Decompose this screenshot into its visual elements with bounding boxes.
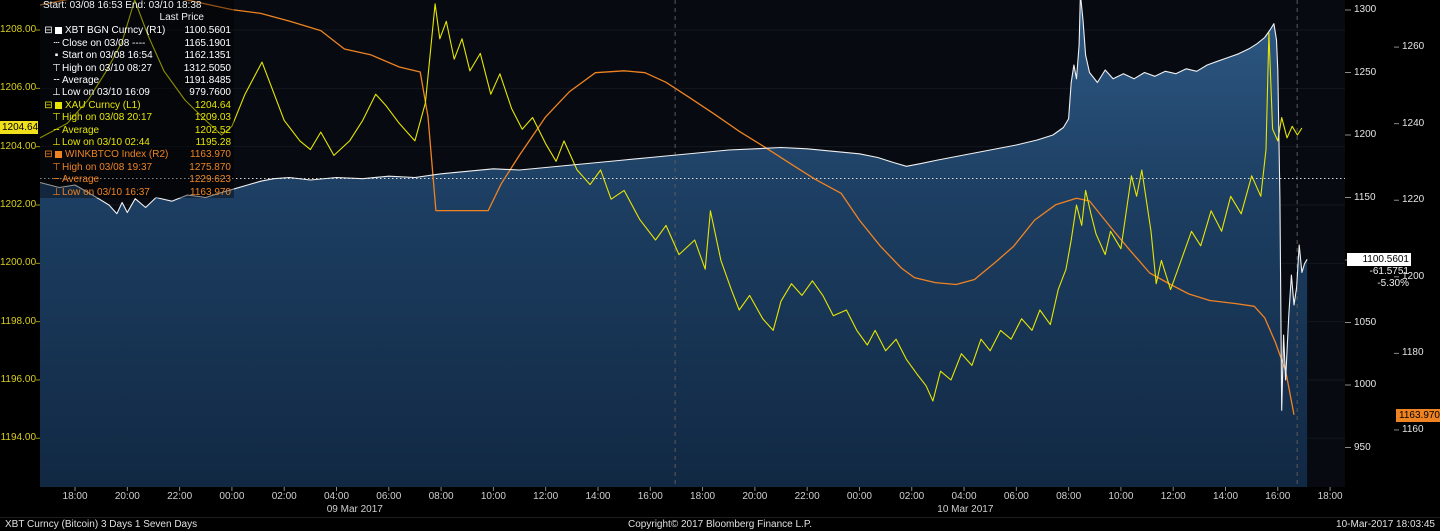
legend-stat-row: ╌ Average 1229.623 — [40, 173, 234, 185]
stat-marker-icon: ⊤ — [52, 112, 61, 124]
legend-stat-row: ⊤ High on 03/10 08:27 1312.5050 — [40, 62, 234, 74]
stat-marker-icon: ╌ — [53, 75, 60, 87]
stat-marker-icon: ⊤ — [52, 161, 61, 173]
stat-marker-icon: ┄ — [53, 37, 60, 49]
stat-value: 1165.1901 — [184, 37, 231, 49]
legend-series-row-xbt[interactable]: ⊟ XBT BGN Curncy (R1) 1100.5601 — [40, 25, 234, 37]
stat-marker-icon: ⊥ — [52, 87, 61, 99]
stat-label: Low on 03/10 16:09 — [62, 87, 150, 99]
stat-label: High on 03/08 20:17 — [62, 112, 153, 124]
series-name: XBT BGN Curncy (R1) — [65, 25, 166, 37]
stat-value: 1312.5050 — [183, 62, 231, 74]
footer-datetime: 10-Mar-2017 18:03:45 — [1336, 519, 1435, 530]
legend-stat-row: ⊥ Low on 03/10 16:09 979.7600 — [40, 87, 234, 99]
legend-stat-row: ⊤ High on 03/08 20:17 1209.03 — [40, 112, 234, 124]
stat-label: Low on 03/10 02:44 — [62, 136, 150, 148]
footer-security-description: XBT Curncy (Bitcoin) 3 Days 1 Seven Days — [5, 519, 198, 530]
stat-value: 1229.623 — [189, 174, 231, 186]
chart-legend: Start: 03/08 16:53 End: 03/10 18:38 Last… — [40, 0, 234, 199]
series-name: XAU Curncy (L1) — [65, 99, 141, 111]
xau-line — [39, 0, 1303, 402]
legend-series-row-wink[interactable]: ⊟ WINKBTCO Index (R2) 1163.970 — [40, 149, 234, 161]
stat-label: Average — [62, 124, 100, 136]
stat-marker-icon: ╌ — [53, 174, 60, 186]
status-bar: XBT Curncy (Bitcoin) 3 Days 1 Seven Days… — [0, 517, 1440, 531]
series-color-swatch — [55, 151, 62, 159]
stat-value: 1209.03 — [194, 112, 231, 124]
legend-stat-row: ⊥ Low on 03/10 02:44 1195.28 — [40, 136, 234, 148]
xbt-line — [39, 0, 1308, 411]
stat-label: Average — [62, 174, 100, 186]
legend-column-header: Last Price — [159, 12, 204, 24]
series-last-price: 1100.5601 — [184, 25, 231, 37]
expander-icon[interactable]: ⊟ — [44, 25, 53, 37]
legend-stat-row: ╌ Average 1191.8485 — [40, 74, 234, 86]
series-name: WINKBTCO Index (R2) — [65, 149, 169, 161]
series-color-swatch — [55, 101, 62, 109]
stat-value: 1202.52 — [194, 124, 231, 136]
series-color-swatch — [55, 27, 62, 35]
legend-time-range: Start: 03/08 16:53 End: 03/10 18:38 — [43, 0, 202, 11]
footer-copyright: Copyright© 2017 Bloomberg Finance L.P. — [628, 519, 812, 530]
stat-value: 979.7600 — [189, 87, 231, 99]
legend-rows: ⊟ XBT BGN Curncy (R1) 1100.5601 ┄ Close on 0… — [40, 25, 234, 198]
stat-label: Average — [62, 75, 100, 87]
stat-marker-icon: ⊥ — [52, 186, 61, 198]
stat-label: High on 03/08 19:37 — [62, 161, 153, 173]
stat-value: 1191.8485 — [184, 75, 231, 87]
stat-marker-icon: ╌ — [53, 124, 60, 136]
stat-value: 1275.870 — [189, 161, 231, 173]
expander-icon[interactable]: ⊟ — [44, 99, 53, 111]
stat-marker-icon: ▪ — [54, 50, 59, 62]
stat-value: 1163.970 — [190, 186, 231, 198]
stat-label: Start on 03/08 16:54 — [62, 50, 153, 62]
stat-label: High on 03/10 08:27 — [62, 62, 153, 74]
stat-value: 1195.28 — [195, 136, 231, 148]
legend-series-row-xau[interactable]: ⊟ XAU Curncy (L1) 1204.64 — [40, 99, 234, 111]
wink-line — [39, 0, 1295, 415]
stat-value: 1162.1351 — [184, 50, 231, 62]
legend-stat-row: ╌ Average 1202.52 — [40, 124, 234, 136]
series-last-price: 1204.64 — [194, 99, 231, 111]
stat-marker-icon: ⊤ — [52, 62, 61, 74]
legend-stat-row: ⊥ Low on 03/10 16:37 1163.970 — [40, 186, 234, 198]
legend-stat-row: ┄ Close on 03/08 ---- 1165.1901 — [40, 37, 234, 49]
stat-label: Close on 03/08 ---- — [62, 37, 146, 49]
price-chart-canvas[interactable] — [0, 0, 1440, 517]
stat-marker-icon: ⊥ — [52, 136, 61, 148]
series-last-price: 1163.970 — [190, 149, 231, 161]
legend-stat-row: ⊤ High on 03/08 19:37 1275.870 — [40, 161, 234, 173]
stat-label: Low on 03/10 16:37 — [62, 186, 150, 198]
legend-stat-row: ▪ Start on 03/08 16:54 1162.1351 — [40, 50, 234, 62]
expander-icon[interactable]: ⊟ — [44, 149, 53, 161]
